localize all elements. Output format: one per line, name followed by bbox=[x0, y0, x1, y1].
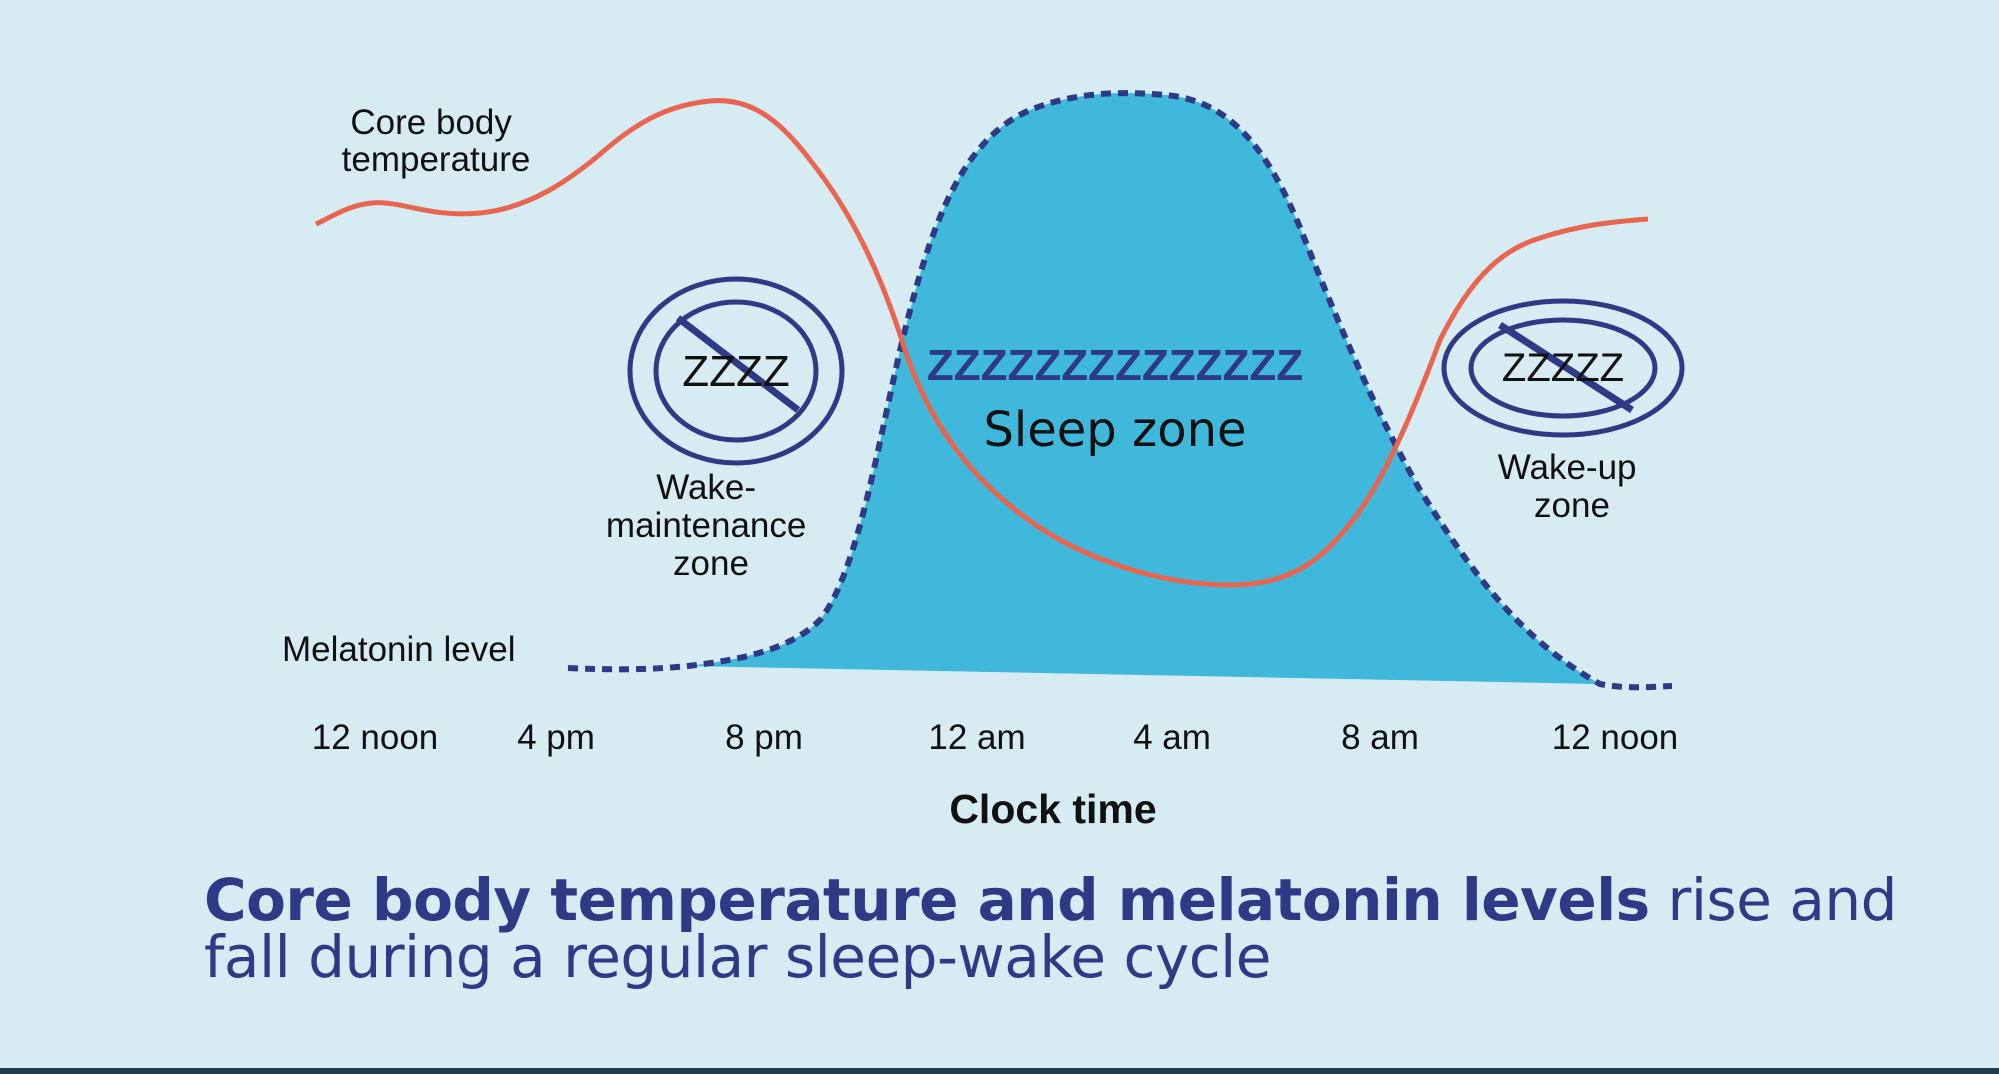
temperature-label-line-2: temperature bbox=[342, 140, 531, 179]
melatonin-label: Melatonin level bbox=[282, 630, 515, 669]
x-tick: 12 noon bbox=[1552, 718, 1679, 757]
sleep-zone-label: Sleep zone bbox=[983, 402, 1246, 458]
x-tick: 8 pm bbox=[725, 718, 803, 757]
caption-bold: Core body temperature and melatonin leve… bbox=[204, 866, 1650, 934]
temperature-label: Core body temperature bbox=[342, 103, 531, 179]
no-sleep-icon: ZZZZ bbox=[627, 276, 845, 466]
temperature-line bbox=[314, 98, 1649, 588]
melatonin-area bbox=[688, 93, 1600, 685]
wake-maintenance-label-line-3: zone bbox=[673, 544, 749, 583]
bottom-border bbox=[0, 1068, 1999, 1074]
wake-up-label: Wake-up zone bbox=[1498, 448, 1647, 525]
melatonin-line bbox=[567, 90, 1673, 691]
wake-maintenance-label: Wake- maintenance zone bbox=[606, 468, 816, 583]
wake-up-label-line-1: Wake-up bbox=[1498, 448, 1637, 487]
temperature-label-line-1: Core body bbox=[350, 103, 512, 142]
x-axis-title: Clock time bbox=[949, 786, 1156, 832]
wake-maintenance-zzz: ZZZZ bbox=[682, 347, 790, 396]
x-tick: 12 noon bbox=[312, 718, 439, 757]
caption-rest: rise and fall during a regular sleep-wak… bbox=[204, 866, 1897, 991]
x-tick: 12 am bbox=[928, 718, 1025, 757]
wake-maintenance-label-line-2: maintenance bbox=[606, 506, 806, 545]
wake-up-zzz: ZZZZZ bbox=[1502, 346, 1624, 390]
sleep-zzz: ZZZZZZZZZZZZZZ bbox=[927, 341, 1303, 390]
x-tick: 4 am bbox=[1133, 718, 1211, 757]
no-sleep-icon: ZZZZZ bbox=[1441, 298, 1685, 438]
wake-maintenance-label-line-1: Wake- bbox=[656, 468, 756, 507]
x-axis-ticks: 12 noon 4 pm 8 pm 12 am 4 am 8 am 12 noo… bbox=[312, 718, 1679, 757]
x-tick: 4 pm bbox=[517, 718, 595, 757]
wake-up-label-line-2: zone bbox=[1534, 486, 1610, 525]
caption: Core body temperature and melatonin leve… bbox=[204, 871, 1904, 986]
x-tick: 8 am bbox=[1341, 718, 1419, 757]
